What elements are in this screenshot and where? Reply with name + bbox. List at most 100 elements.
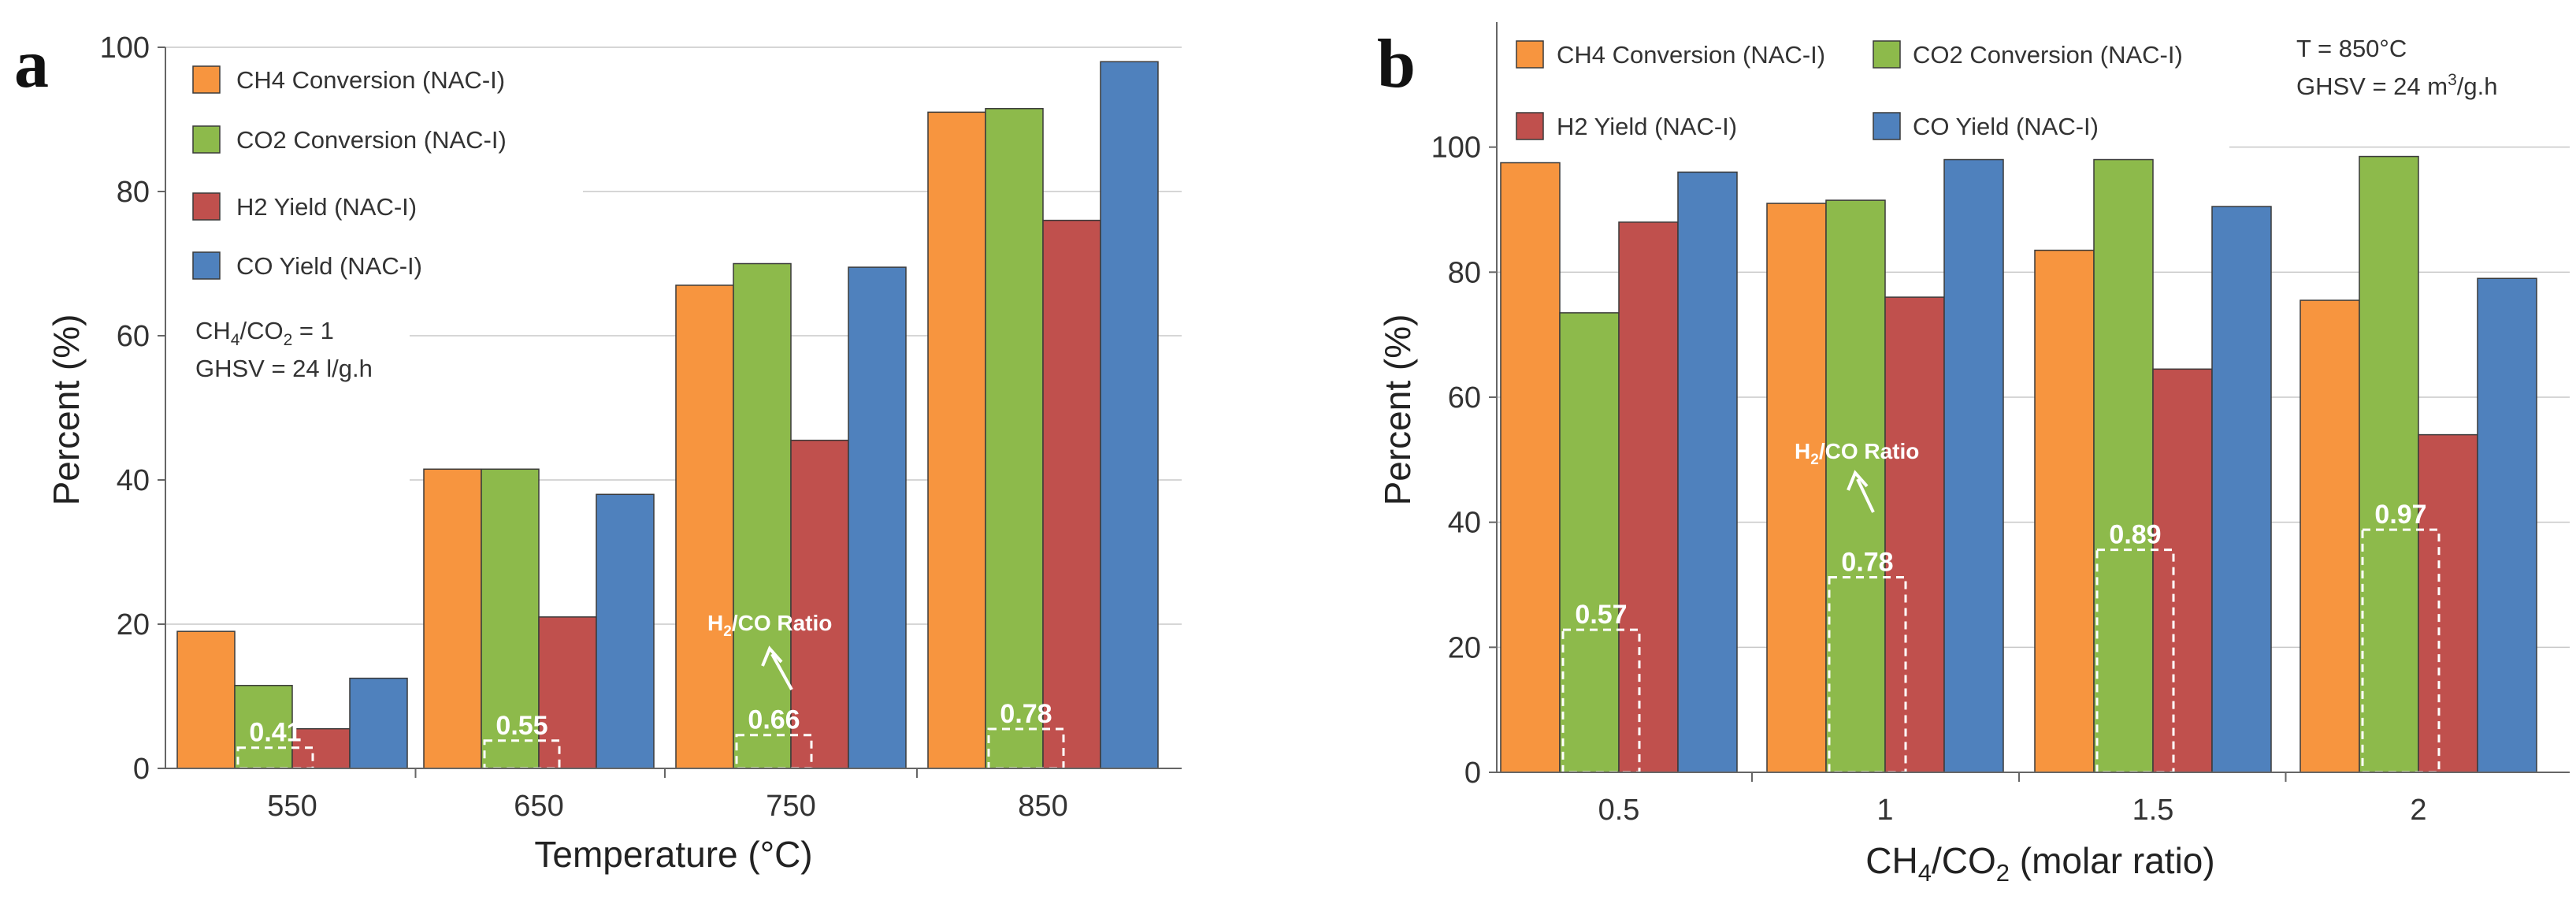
legend-swatch-h2	[192, 192, 221, 221]
x-tick-label: 0.5	[1598, 794, 1640, 827]
y-tick-label: 40	[1448, 507, 1481, 540]
y-tick-label: 0	[133, 753, 150, 786]
panel-a-ratio-arrow	[770, 653, 793, 690]
panel-a-bars	[176, 61, 1159, 769]
legend-label-co2: CO2 Conversion (NAC-I)	[236, 126, 507, 154]
bar-co-550	[349, 677, 408, 769]
legend-swatch-co2	[192, 125, 221, 154]
panel-b-condition-ghsv: GHSV = 24 m3/g.h	[2296, 71, 2498, 100]
panel-a-ratio-arrowhead	[761, 645, 783, 667]
y-tick-label: 100	[1431, 132, 1481, 165]
x-tick-label: 1.5	[2132, 794, 2174, 827]
bar-ch4-650	[423, 468, 482, 769]
legend-label-co: CO Yield (NAC-I)	[1913, 113, 2099, 140]
panel-a-ratio-boxes: 0.41 0.55 0.66 0.78	[236, 699, 1065, 770]
legend-label-h2: H2 Yield (NAC-I)	[1557, 113, 1737, 140]
legend-swatch-co	[1873, 112, 1901, 140]
ratio-box-2	[2361, 528, 2441, 774]
y-tick-label: 80	[117, 176, 150, 209]
panel-a-ratio-title: H2/CO Ratio	[707, 611, 832, 640]
panel-b-legend: CH4 Conversion (NAC-I) CO2 Conversion (N…	[1516, 40, 2183, 140]
y-tick-label: 60	[117, 320, 150, 353]
ratio-box-550	[236, 746, 314, 770]
panel-b-ratio-arrow	[1856, 478, 1875, 513]
panel-b-bars	[1500, 155, 2537, 773]
panel-a-x-ticks: 550 650 750 850	[267, 768, 1068, 823]
y-tick-label: 60	[1448, 381, 1481, 415]
ratio-label-2: 0.97	[2374, 500, 2426, 530]
bar-co-1.5	[2211, 206, 2272, 773]
panel-b: b 0.57 0.78 0.89 0.97 0 20 40 60 80 100 0.5 1 1.5 2…	[1377, 22, 2570, 887]
bar-ch4-1.5	[2034, 249, 2095, 773]
bar-ch4-850	[927, 111, 986, 769]
ratio-label-650: 0.55	[496, 711, 547, 741]
panel-a-x-title: Temperature (°C)	[534, 834, 812, 875]
panel-a-letter: a	[14, 26, 49, 102]
bar-co2-850	[985, 108, 1044, 769]
x-tick-label: 1	[1876, 794, 1893, 827]
panel-b-x-ticks: 0.5 1 1.5 2	[1598, 772, 2427, 827]
panel-b-ratio-title: H2/CO Ratio	[1795, 439, 1919, 468]
panel-b-condition-temperature: T = 850°C	[2296, 35, 2407, 62]
bar-ch4-1	[1766, 203, 1827, 773]
bar-co-850	[1100, 61, 1159, 769]
panel-b-ratio-arrowhead	[1847, 470, 1869, 491]
bar-ch4-2	[2299, 299, 2360, 773]
bar-h2-1.5	[2152, 368, 2213, 773]
legend-swatch-co	[192, 251, 221, 280]
bar-co2-550	[234, 685, 293, 769]
legend-label-ch4: CH4 Conversion (NAC-I)	[236, 66, 505, 94]
legend-swatch-ch4	[1516, 40, 1544, 69]
ratio-label-1.5: 0.89	[2109, 520, 2161, 550]
y-tick-label: 20	[1448, 631, 1481, 664]
bar-co-650	[596, 493, 655, 769]
bar-h2-550	[291, 727, 351, 769]
panel-b-letter: b	[1377, 26, 1416, 102]
bar-h2-850	[1042, 219, 1101, 769]
legend-swatch-h2	[1516, 112, 1544, 140]
bar-co2-1	[1825, 199, 1886, 773]
legend-label-co2: CO2 Conversion (NAC-I)	[1913, 41, 2183, 69]
bar-h2-650	[538, 616, 597, 769]
ratio-label-750: 0.66	[748, 705, 800, 735]
bar-ch4-0.5	[1500, 162, 1561, 773]
panel-b-y-ticks: 0 20 40 60 80 100	[1431, 132, 1497, 790]
panel-b-x-title: CH4/CO2 (molar ratio)	[1865, 840, 2214, 887]
legend-label-co: CO Yield (NAC-I)	[236, 252, 422, 280]
bar-h2-0.5	[1618, 221, 1679, 773]
ratio-label-550: 0.41	[249, 718, 301, 748]
panel-a-y-ticks: 0 20 40 60 80 100	[100, 32, 165, 786]
bar-ch4-750	[675, 285, 734, 769]
bar-co-1	[1943, 158, 2004, 773]
legend-swatch-ch4	[192, 65, 221, 94]
bar-ch4-550	[176, 630, 236, 769]
y-tick-label: 20	[117, 608, 150, 642]
bar-co2-0.5	[1559, 312, 1620, 773]
bar-co-750	[848, 266, 907, 769]
legend-label-h2: H2 Yield (NAC-I)	[236, 193, 417, 221]
legend-swatch-co2	[1873, 40, 1901, 69]
ratio-label-1: 0.78	[1841, 547, 1893, 577]
ratio-label-0.5: 0.57	[1575, 600, 1627, 630]
y-tick-label: 100	[100, 32, 150, 65]
bar-co-2	[2477, 277, 2537, 773]
bar-co-0.5	[1677, 171, 1738, 773]
panel-a-legend: CH4 Conversion (NAC-I) CO2 Conversion (N…	[192, 65, 507, 280]
y-tick-label: 80	[1448, 256, 1481, 289]
bar-h2-750	[790, 439, 849, 769]
panel-a-condition-ghsv: GHSV = 24 l/g.h	[195, 355, 373, 382]
panel-a-y-title: Percent (%)	[46, 314, 87, 506]
ratio-label-850: 0.78	[1000, 699, 1052, 729]
x-tick-label: 750	[766, 790, 815, 823]
panel-a-condition-ratio: CH4/CO2 = 1	[195, 317, 334, 349]
x-tick-label: 650	[514, 790, 563, 823]
x-tick-label: 850	[1018, 790, 1067, 823]
y-tick-label: 0	[1464, 757, 1481, 790]
bar-co2-1.5	[2093, 158, 2154, 773]
bar-co2-750	[733, 262, 792, 769]
panel-a: a 0.41 0.55 0.66 0.78 0 20 40 60 80 100 550 650 75…	[14, 26, 1182, 875]
x-tick-label: 550	[267, 790, 317, 823]
bar-h2-1	[1884, 296, 1945, 773]
bar-h2-2	[2418, 433, 2478, 773]
